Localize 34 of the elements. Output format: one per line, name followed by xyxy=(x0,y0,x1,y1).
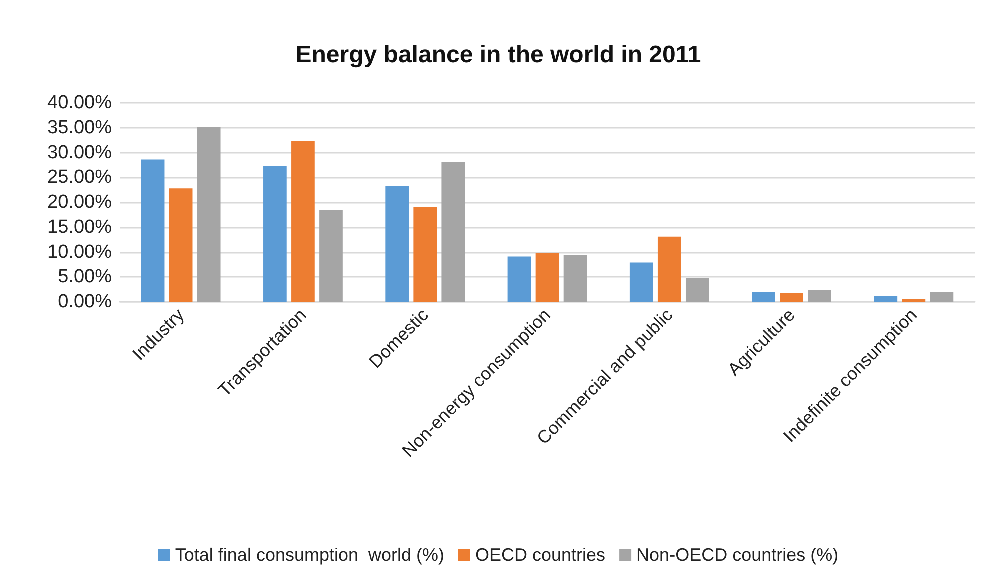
y-tick-label: 25.00% xyxy=(48,167,112,188)
y-tick-label: 40.00% xyxy=(48,92,112,114)
chart-title: Energy balance in the world in 2011 xyxy=(296,42,702,68)
bar xyxy=(169,188,193,302)
bar xyxy=(752,292,776,302)
bar xyxy=(564,255,588,302)
bar xyxy=(197,127,221,302)
bar xyxy=(320,210,343,302)
bar xyxy=(686,278,710,302)
bar xyxy=(508,256,532,302)
bar xyxy=(292,141,315,302)
y-tick-label: 10.00% xyxy=(48,242,112,263)
bar xyxy=(442,162,466,302)
bar xyxy=(658,236,682,302)
y-tick-label: 30.00% xyxy=(48,142,112,164)
y-tick-label: 20.00% xyxy=(48,192,112,213)
y-tick-label: 0.00% xyxy=(58,292,112,312)
bar xyxy=(536,253,560,302)
legend-label: Total final consumption world (%) xyxy=(175,545,445,565)
legend-label: Non-OECD countries (%) xyxy=(636,545,839,565)
bar xyxy=(902,299,926,302)
bar xyxy=(808,290,832,302)
bar xyxy=(414,206,438,302)
y-tick-label: 5.00% xyxy=(58,266,112,288)
legend-label: OECD countries xyxy=(476,545,606,565)
bar xyxy=(386,186,410,302)
bar xyxy=(780,294,804,302)
bar xyxy=(874,296,898,302)
bar xyxy=(264,166,287,302)
bar xyxy=(141,160,165,302)
y-tick-label: 35.00% xyxy=(48,117,112,138)
bar xyxy=(630,262,654,302)
y-tick-label: 15.00% xyxy=(48,216,112,238)
bar xyxy=(930,292,954,302)
